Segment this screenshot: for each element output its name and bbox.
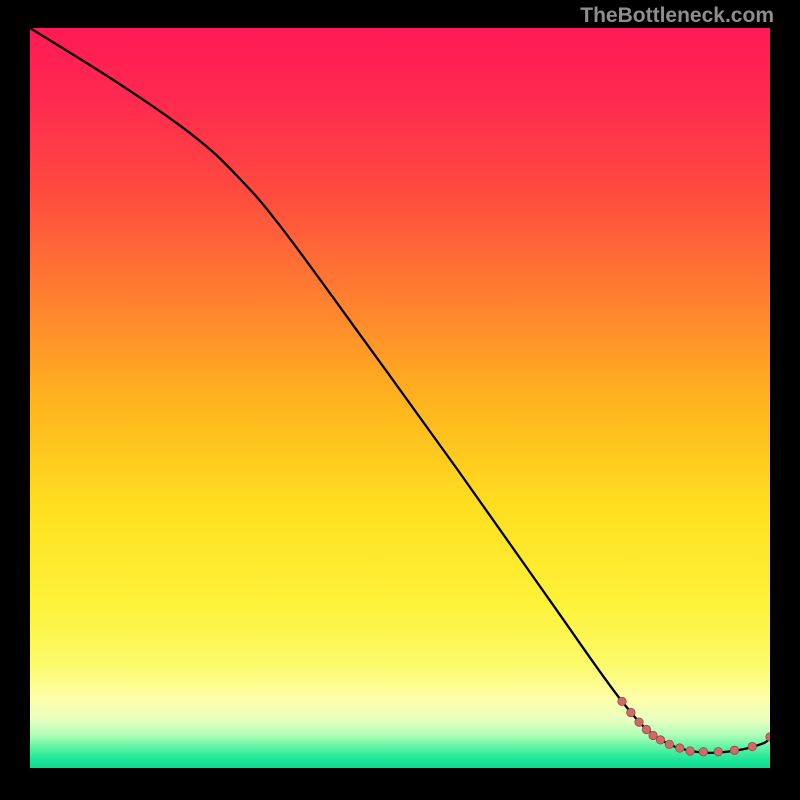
chart-stage: TheBottleneck.com [0, 0, 800, 800]
data-marker [699, 748, 707, 756]
data-marker [642, 725, 650, 733]
data-marker [686, 747, 694, 755]
data-marker [748, 742, 756, 750]
plot-area [30, 28, 774, 768]
data-marker [627, 708, 635, 716]
data-marker [676, 744, 684, 752]
data-marker [618, 697, 626, 705]
data-marker [714, 748, 722, 756]
data-marker [635, 718, 643, 726]
bottleneck-chart [0, 0, 800, 800]
data-marker [656, 736, 664, 744]
gradient-background [30, 28, 770, 768]
data-marker [665, 740, 673, 748]
data-marker [649, 731, 657, 739]
data-marker [730, 746, 738, 754]
